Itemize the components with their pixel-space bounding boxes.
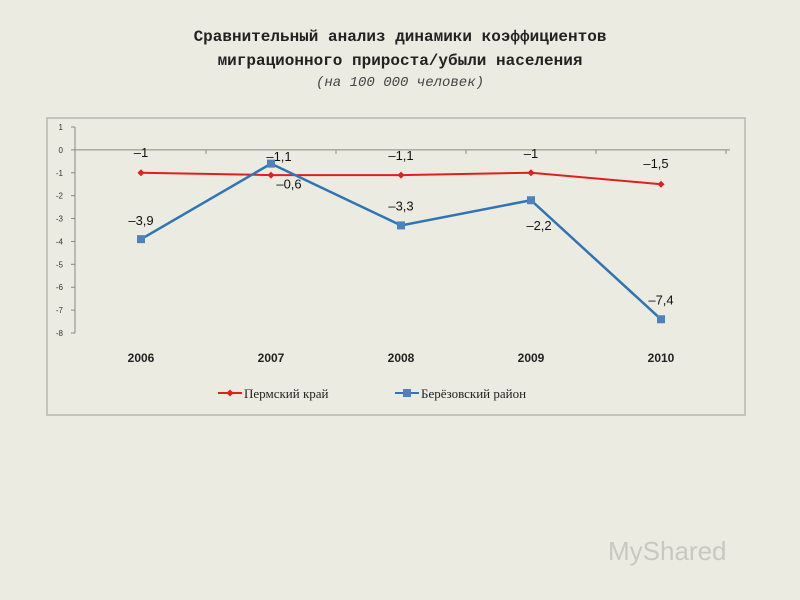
y-tick-label: -2 xyxy=(56,192,64,201)
data-point xyxy=(657,315,665,324)
data-label: –1,1 xyxy=(388,148,413,163)
data-point xyxy=(397,171,405,179)
y-tick-label: -5 xyxy=(56,260,64,269)
data-point xyxy=(527,196,535,205)
data-label: –7,4 xyxy=(648,292,673,307)
data-point xyxy=(397,221,405,230)
myshared-logo: MyShared xyxy=(608,536,727,566)
legend-marker xyxy=(403,389,411,397)
y-tick-label: -4 xyxy=(56,237,64,246)
data-point xyxy=(267,171,275,179)
data-label: –2,2 xyxy=(526,218,551,233)
chart-title-line-1: Сравнительный анализ динамики коэффициен… xyxy=(193,28,607,46)
y-tick-label: -1 xyxy=(56,169,64,178)
x-tick-label: 2009 xyxy=(518,351,545,365)
data-label: –1 xyxy=(134,145,148,160)
x-tick-label: 2010 xyxy=(648,351,675,365)
data-label: –1,5 xyxy=(643,156,668,171)
plot-frame xyxy=(46,117,746,416)
y-tick-label: -7 xyxy=(56,306,64,315)
data-label: –0,6 xyxy=(276,177,301,192)
data-label: –3,9 xyxy=(128,213,153,228)
data-point xyxy=(137,235,145,244)
data-point xyxy=(527,169,535,177)
y-tick-label: -3 xyxy=(56,215,64,224)
y-tick-label: 1 xyxy=(59,123,64,132)
data-point xyxy=(137,169,145,177)
x-tick-label: 2006 xyxy=(128,351,155,365)
x-tick-label: 2007 xyxy=(258,351,285,365)
x-tick-label: 2008 xyxy=(388,351,415,365)
y-tick-label: -8 xyxy=(56,329,64,338)
legend-label: Берёзовский район xyxy=(421,386,526,401)
data-label: –1 xyxy=(524,146,538,161)
y-tick-label: -6 xyxy=(56,283,64,292)
legend-marker xyxy=(226,389,234,397)
data-label: –3,3 xyxy=(388,198,413,213)
chart-title-line-2: миграционного прироста/убыли населения xyxy=(217,52,583,70)
legend-label: Пермский край xyxy=(244,386,329,401)
y-tick-label: 0 xyxy=(59,146,64,155)
data-point xyxy=(267,159,275,168)
data-point xyxy=(657,180,665,188)
chart-subtitle: (на 100 000 человек) xyxy=(315,75,485,91)
